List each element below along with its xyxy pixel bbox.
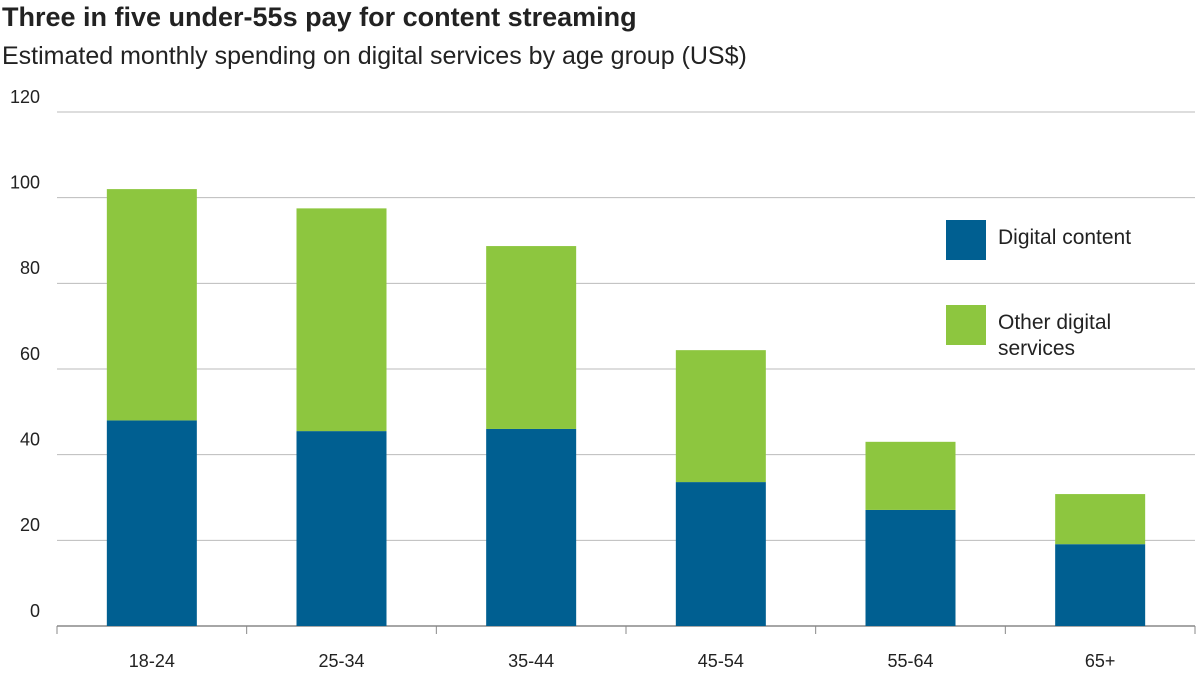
bar-segment bbox=[486, 246, 577, 429]
bar-segment bbox=[106, 420, 197, 626]
legend-label: Digital content bbox=[998, 226, 1132, 249]
x-tick-label: 18-24 bbox=[129, 651, 175, 671]
x-tick-label: 65+ bbox=[1085, 651, 1116, 671]
bar-segment bbox=[865, 441, 956, 510]
legend: Digital content Other digital services bbox=[946, 220, 1158, 407]
bar-segment bbox=[296, 431, 387, 626]
y-tick-label: 40 bbox=[20, 429, 40, 449]
bar-segment bbox=[1055, 494, 1146, 545]
x-tick-label: 55-64 bbox=[887, 651, 933, 671]
y-tick-label: 120 bbox=[10, 87, 40, 107]
y-tick-label: 100 bbox=[10, 172, 40, 192]
x-tick-label: 45-54 bbox=[698, 651, 744, 671]
bar-segment bbox=[486, 428, 577, 626]
y-tick-label: 20 bbox=[20, 515, 40, 535]
bar-segment bbox=[1055, 544, 1146, 626]
chart-title: Three in five under-55s pay for content … bbox=[2, 2, 637, 32]
y-tick-label: 80 bbox=[20, 258, 40, 278]
legend-item: Other digital services bbox=[946, 305, 1158, 362]
bar-segment bbox=[675, 482, 766, 626]
x-tick-label: 25-34 bbox=[318, 651, 364, 671]
bar-segment bbox=[106, 189, 197, 421]
bar-segment bbox=[865, 509, 956, 626]
legend-swatch bbox=[946, 305, 986, 345]
bar-segment bbox=[675, 350, 766, 483]
y-tick-label: 0 bbox=[30, 601, 40, 621]
legend-label: Other digital services bbox=[998, 311, 1112, 360]
bar-segment bbox=[296, 208, 387, 432]
y-tick-label: 60 bbox=[20, 344, 40, 364]
x-tick-label: 35-44 bbox=[508, 651, 554, 671]
chart-subtitle: Estimated monthly spending on digital se… bbox=[2, 42, 747, 70]
legend-swatch bbox=[946, 220, 986, 260]
legend-item: Digital content bbox=[946, 220, 1158, 260]
